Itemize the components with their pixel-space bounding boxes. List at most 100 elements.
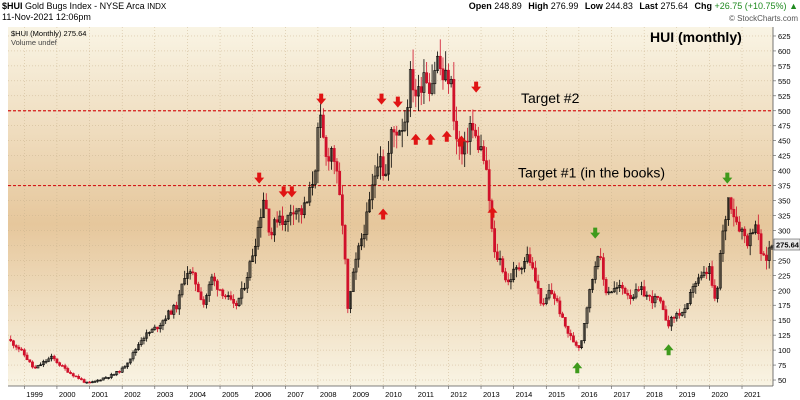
candle-body [213,276,217,282]
candle-body [351,271,355,292]
exchange-label: INDX [147,2,167,11]
y-tick-label: 525 [778,92,791,101]
candle-body [707,266,711,274]
candle-body [737,221,741,232]
candle-body [493,228,497,253]
candle-body [354,258,358,273]
candle-body [96,379,100,382]
y-tick-label: 150 [778,316,791,325]
low-value: 244.83 [605,1,633,11]
candle-body [66,368,70,373]
candle-body [194,272,197,285]
candle-body [60,365,64,367]
candle-body [417,86,420,97]
candle-body [109,374,113,378]
candle-body [506,279,510,283]
y-tick-label: 600 [778,47,791,56]
candle-body [234,303,238,306]
candle-body [710,266,714,286]
candle-body [577,345,581,348]
candle-body [52,355,56,360]
candle-body [501,258,505,273]
candle-body [240,288,244,299]
candle-body [104,377,108,379]
candle-body [563,317,567,327]
candle-body [362,234,366,240]
candle-body [604,279,608,294]
y-tick-label: 100 [778,346,791,355]
candle-body [743,228,747,237]
candle-body [142,337,146,342]
candle-body [653,295,657,304]
symbol-label[interactable]: $HUI [2,1,23,11]
y-axis-ticks: 5075100125150175200225250275300325350375… [773,32,791,385]
candle-body [585,307,589,324]
candle-body [14,345,18,348]
x-tick-label: 2001 [92,390,109,399]
candle-body [340,194,344,226]
candle-body [218,289,222,291]
x-tick-label: 2021 [744,390,761,399]
candle-body [47,358,51,362]
candle-body [629,294,632,299]
candle-body [134,349,138,353]
candle-body [623,287,627,294]
candle-body [101,377,105,381]
y-tick-label: 325 [778,211,791,220]
y-tick-label: 550 [778,77,791,86]
candle-body [732,208,736,218]
candle-body [553,293,556,299]
chart-date: 11-Nov-2021 12:06pm [2,12,91,22]
candle-body [438,55,442,70]
candle-body [612,288,616,293]
candle-body [311,184,314,188]
candle-body [370,184,374,201]
candle-body [449,78,453,85]
candle-body [365,211,369,235]
candle-body [118,371,121,373]
chg-value: +26.75 (+10.75%) [714,1,787,11]
candle-body [430,83,434,94]
candle-body [705,271,709,274]
y-tick-label: 400 [778,167,791,176]
candle-body [300,208,304,215]
candle-body [273,219,276,236]
plot-area [8,27,773,386]
x-tick-label: 1999 [26,390,43,399]
low-label: Low [584,1,603,11]
candle-body [126,362,130,367]
candle-body [688,292,692,304]
candle-body [398,130,401,136]
candle-body [520,268,524,270]
candle-body [330,148,333,162]
candle-body [20,348,23,351]
chart-header: $HUI Gold Bugs Index - NYSE Arca INDX 11… [0,0,800,26]
candle-body [302,202,306,215]
candle-body [332,148,336,162]
candle-body [36,365,40,369]
candle-body [338,170,342,196]
candle-body [153,326,157,330]
candle-body [482,146,486,161]
y-tick-label: 425 [778,152,791,161]
candle-body [316,127,320,172]
candle-body [74,375,78,378]
green-arrow-down-icon [722,172,733,184]
red-arrow-down-icon [392,96,403,108]
stockcharts-credit[interactable]: © StockCharts.com [728,14,798,23]
candle-body [751,232,755,234]
high-value: 276.99 [550,1,579,11]
candle-body [400,130,404,132]
candle-body [137,344,140,350]
y-tick-label: 500 [778,107,791,116]
candle-body [150,329,154,333]
candle-body [762,253,766,256]
y-tick-label: 225 [778,271,791,280]
candle-body [642,286,646,297]
candle-body [33,366,37,369]
candle-body [264,199,268,210]
candle-body [202,299,206,305]
candle-body [724,219,728,232]
x-tick-label: 2014 [516,390,533,399]
